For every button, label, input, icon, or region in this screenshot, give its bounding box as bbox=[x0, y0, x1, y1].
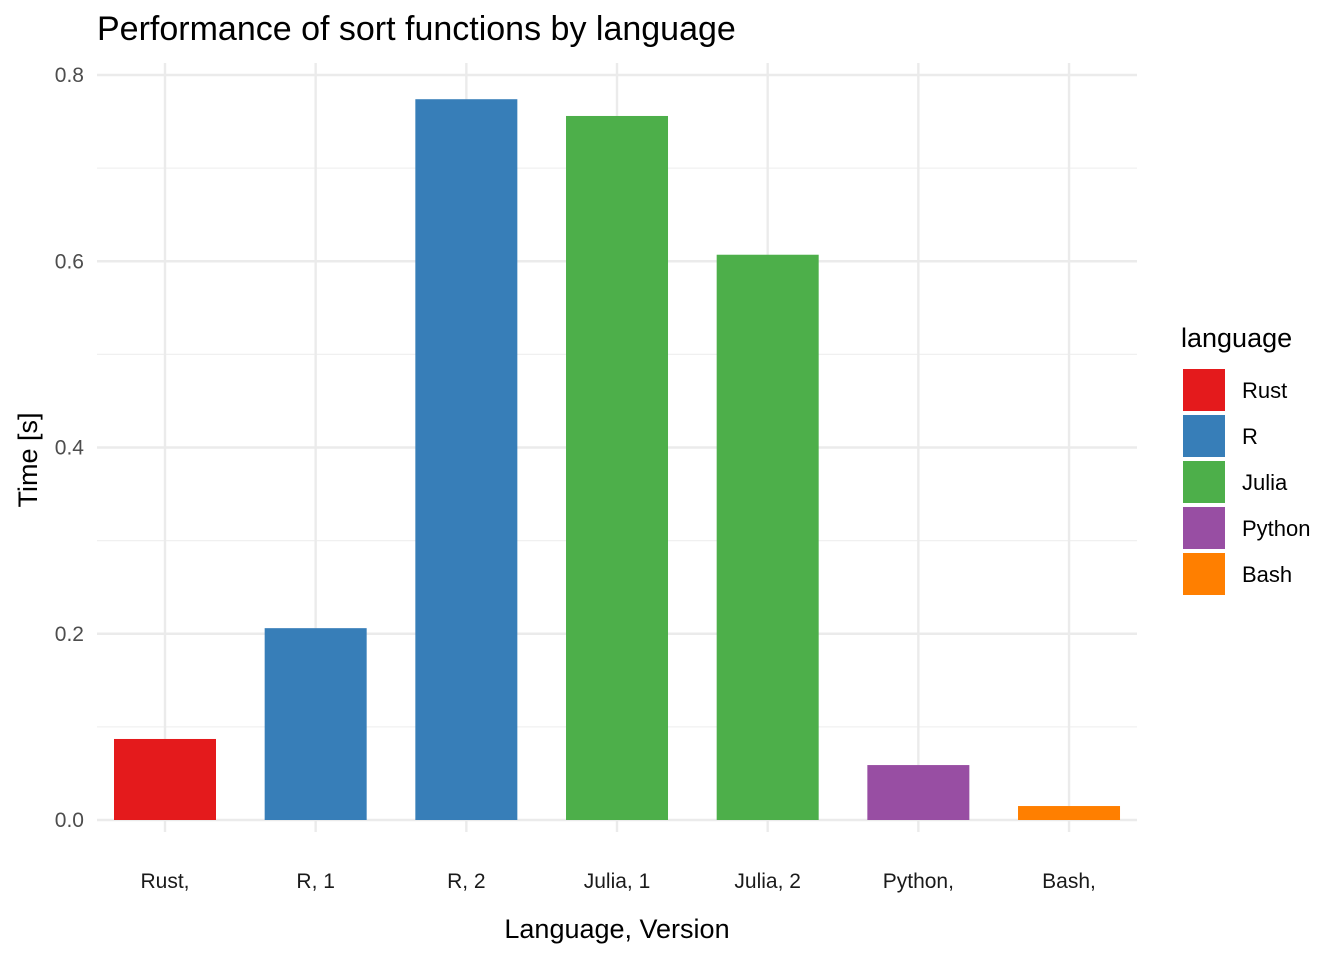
bar-julia-4 bbox=[716, 254, 819, 820]
legend-key-julia bbox=[1183, 461, 1225, 503]
legend-key-rust bbox=[1183, 369, 1225, 411]
legend-key-r bbox=[1183, 415, 1225, 457]
x-tick-label: R, 2 bbox=[447, 870, 486, 893]
y-tick-label: 0.6 bbox=[55, 250, 84, 273]
x-tick-label: Bash, bbox=[1042, 870, 1096, 893]
legend-label-python: Python bbox=[1242, 516, 1311, 541]
bar-r-1 bbox=[264, 628, 367, 820]
chart-title: Performance of sort functions by languag… bbox=[97, 10, 736, 48]
x-tick-label: Python, bbox=[883, 870, 954, 893]
y-tick-label: 0.2 bbox=[55, 623, 84, 646]
legend: language Rust R Julia Python Bash bbox=[1181, 323, 1311, 595]
legend-label-bash: Bash bbox=[1242, 562, 1292, 587]
bar-r-2 bbox=[415, 99, 518, 820]
x-tick-label: Julia, 2 bbox=[734, 870, 801, 893]
y-axis-title: Time [s] bbox=[13, 412, 43, 507]
x-tick-label: Julia, 1 bbox=[584, 870, 651, 893]
bar-julia-3 bbox=[566, 115, 669, 821]
legend-key-bash bbox=[1183, 553, 1225, 595]
legend-key-python bbox=[1183, 507, 1225, 549]
y-tick-label: 0.0 bbox=[55, 809, 84, 832]
y-tick-labels: 0.0 0.2 0.4 0.6 0.8 bbox=[55, 64, 85, 832]
x-axis-title: Language, Version bbox=[504, 914, 729, 944]
legend-label-julia: Julia bbox=[1242, 470, 1288, 495]
y-tick-label: 0.8 bbox=[55, 64, 84, 87]
legend-items: Rust R Julia Python Bash bbox=[1183, 369, 1311, 595]
x-tick-labels: Rust, R, 1 R, 2 Julia, 1 Julia, 2 Python, Bash… bbox=[140, 870, 1095, 893]
bar-bash-6 bbox=[1018, 806, 1121, 820]
bar-layer bbox=[114, 99, 1121, 821]
bar-rust-0 bbox=[114, 738, 216, 820]
x-tick-label: Rust, bbox=[140, 870, 189, 893]
legend-title: language bbox=[1181, 323, 1292, 353]
legend-label-r: R bbox=[1242, 424, 1258, 449]
bar-python-5 bbox=[867, 765, 970, 820]
legend-label-rust: Rust bbox=[1242, 378, 1287, 403]
x-tick-label: R, 1 bbox=[296, 870, 335, 893]
y-tick-label: 0.4 bbox=[55, 437, 85, 460]
